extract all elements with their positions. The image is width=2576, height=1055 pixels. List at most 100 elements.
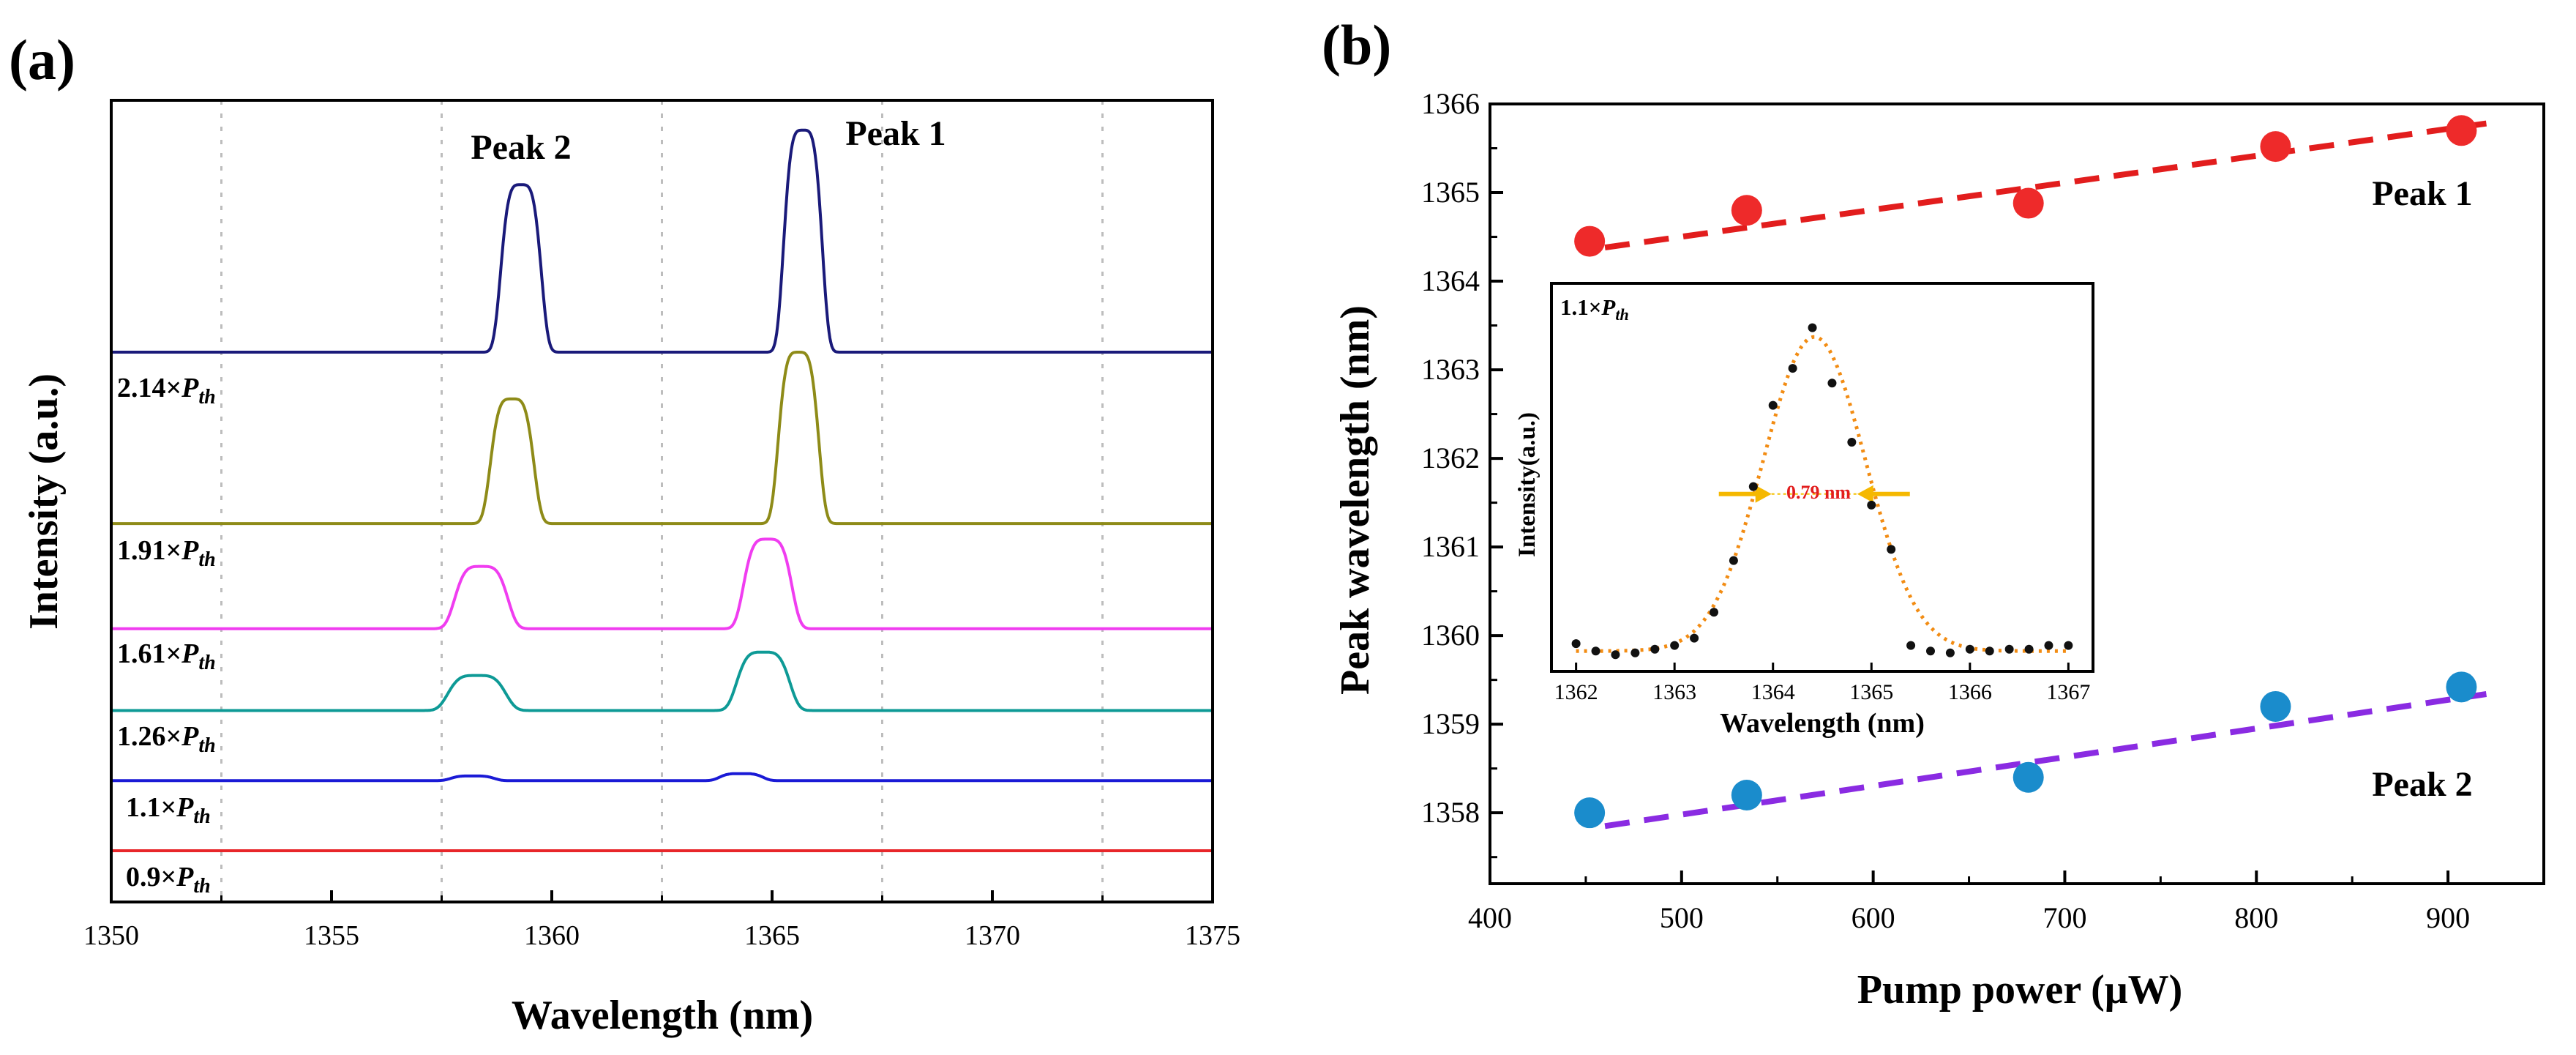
y-tick-label: 1361	[1421, 530, 1480, 563]
panel-a-xlabel: Wavelength (nm)	[512, 993, 813, 1038]
inset-data-point	[1650, 644, 1660, 654]
panel-b-label: (b)	[1322, 13, 1391, 77]
series-label-p: P	[181, 638, 199, 669]
series-label-subscript: th	[198, 386, 215, 409]
data-point	[1731, 779, 1762, 810]
inset-data-point	[1827, 379, 1837, 388]
data-point	[2260, 690, 2291, 722]
inset-data-point	[1788, 364, 1797, 373]
data-point	[1574, 797, 1606, 829]
inset-series-label-prefix: 1.1×	[1560, 294, 1601, 320]
series-label-subscript: th	[198, 548, 215, 571]
x-tick-label: 800	[2234, 901, 2278, 934]
y-tick-label: 1365	[1421, 176, 1480, 209]
series-label: 1.1×Pth	[126, 792, 211, 828]
inset-x-tick-label: 1366	[1948, 680, 1992, 704]
inset-data-point	[1945, 648, 1955, 657]
inset-data-point	[1768, 400, 1778, 410]
inset-data-point	[1748, 482, 1758, 491]
panel-a-peak1-label: Peak 1	[845, 114, 946, 153]
y-tick-label: 1363	[1421, 353, 1480, 386]
y-tick-label: 1364	[1421, 264, 1480, 297]
inset-series-label: 1.1×Pth	[1560, 294, 1629, 324]
inset-data-point	[1867, 500, 1876, 510]
inset-data-point	[1571, 639, 1581, 649]
data-point	[1731, 195, 1762, 226]
panel-a-grid	[220, 100, 1104, 902]
series-label-prefix: 1.61×	[117, 638, 181, 669]
inset-data-point	[1611, 650, 1620, 660]
fit-line	[1604, 691, 2487, 830]
panel-a-x-axis: 1350 1355 1360 1365 1370 1375	[83, 890, 1240, 951]
panel-a-ylabel: Intensity (a.u.)	[21, 373, 67, 630]
inset-x-tick-label: 1364	[1751, 680, 1795, 704]
data-point	[2260, 131, 2291, 163]
data-point	[2446, 115, 2477, 146]
inset-data-point	[1670, 641, 1680, 650]
x-tick-label: 1360	[524, 920, 580, 951]
inset-data-point	[1847, 438, 1857, 447]
fwhm-arrow-right-head	[1857, 485, 1873, 503]
y-tick-label: 1360	[1421, 619, 1480, 652]
inset-ylabel: Intensity(a.u.)	[1514, 412, 1540, 557]
data-point	[1574, 225, 1606, 257]
data-point	[2446, 671, 2477, 703]
inset-data-point	[1729, 556, 1738, 565]
inset-data-point	[1926, 646, 1935, 656]
x-tick-label: 1370	[965, 920, 1020, 951]
x-tick-label: 600	[1852, 901, 1895, 934]
panel-b-points	[1574, 115, 2477, 829]
series-label-subscript: th	[198, 734, 215, 757]
inset: 1362 1363 1364 1365 1366 1367 1.1×Pth 0.79 nm…	[1514, 282, 2094, 739]
data-point	[2012, 187, 2044, 219]
panel-b-xlabel: Pump power (μW)	[1857, 967, 2182, 1013]
inset-fwhm-label: 0.79 nm	[1786, 482, 1851, 503]
series-label-p: P	[176, 862, 194, 892]
series-label: 1.26×Pth	[117, 721, 216, 757]
inset-data-point	[2044, 641, 2053, 650]
panel-a-spectra	[111, 128, 1213, 852]
series-label-subscript: th	[193, 875, 210, 898]
panel-b-ylabel: Peak wavelength (nm)	[1333, 305, 1378, 695]
series-label: 1.61×Pth	[117, 638, 216, 674]
inset-data-point	[2064, 641, 2073, 650]
series-label: 2.14×Pth	[117, 373, 216, 409]
series-label-prefix: 0.9×	[126, 862, 176, 892]
series-label-p: P	[181, 721, 199, 752]
inset-data-point	[1965, 644, 1974, 654]
inset-data-point	[1887, 545, 1896, 554]
x-tick-label: 1350	[83, 920, 139, 951]
inset-data-point	[1985, 646, 1994, 656]
inset-xlabel: Wavelength (nm)	[1720, 708, 1925, 739]
spectrum-line	[111, 128, 1213, 354]
series-label-subscript: th	[193, 805, 210, 828]
x-tick-label: 500	[1660, 901, 1704, 934]
inset-frame	[1550, 282, 2094, 673]
inset-data-point	[1591, 646, 1600, 656]
y-tick-label: 1366	[1421, 87, 1480, 120]
series-label-prefix: 1.26×	[117, 721, 181, 752]
panel-a-label: (a)	[9, 28, 75, 92]
panel-a: (a) 1350 1355 1360 1365 1370 1375 Peak 2 Peak…	[9, 28, 1240, 1038]
panel-b-legend-peak2: Peak 2	[2372, 765, 2472, 804]
x-tick-label: 1355	[304, 920, 359, 951]
panel-b-fit-lines	[1604, 120, 2487, 830]
spectrum-line	[111, 537, 1213, 630]
series-label-p: P	[181, 535, 199, 566]
y-tick-label: 1358	[1421, 796, 1480, 829]
panel-b-legend-peak1: Peak 1	[2372, 174, 2472, 213]
spectrum-line	[111, 650, 1213, 712]
inset-x-tick-label: 1362	[1554, 680, 1598, 704]
inset-data-point	[1690, 633, 1699, 643]
series-label-prefix: 1.1×	[126, 792, 176, 823]
series-label: 0.9×Pth	[126, 862, 211, 898]
x-tick-label: 400	[1468, 901, 1512, 934]
inset-content: 1362 1363 1364 1365 1366 1367	[1554, 323, 2090, 704]
x-tick-label: 1375	[1185, 920, 1240, 951]
data-point	[2012, 761, 2044, 793]
series-label-prefix: 2.14×	[117, 373, 181, 403]
x-tick-label: 900	[2426, 901, 2470, 934]
inset-data-point	[1630, 648, 1640, 657]
panel-a-peak2-label: Peak 2	[471, 128, 571, 167]
